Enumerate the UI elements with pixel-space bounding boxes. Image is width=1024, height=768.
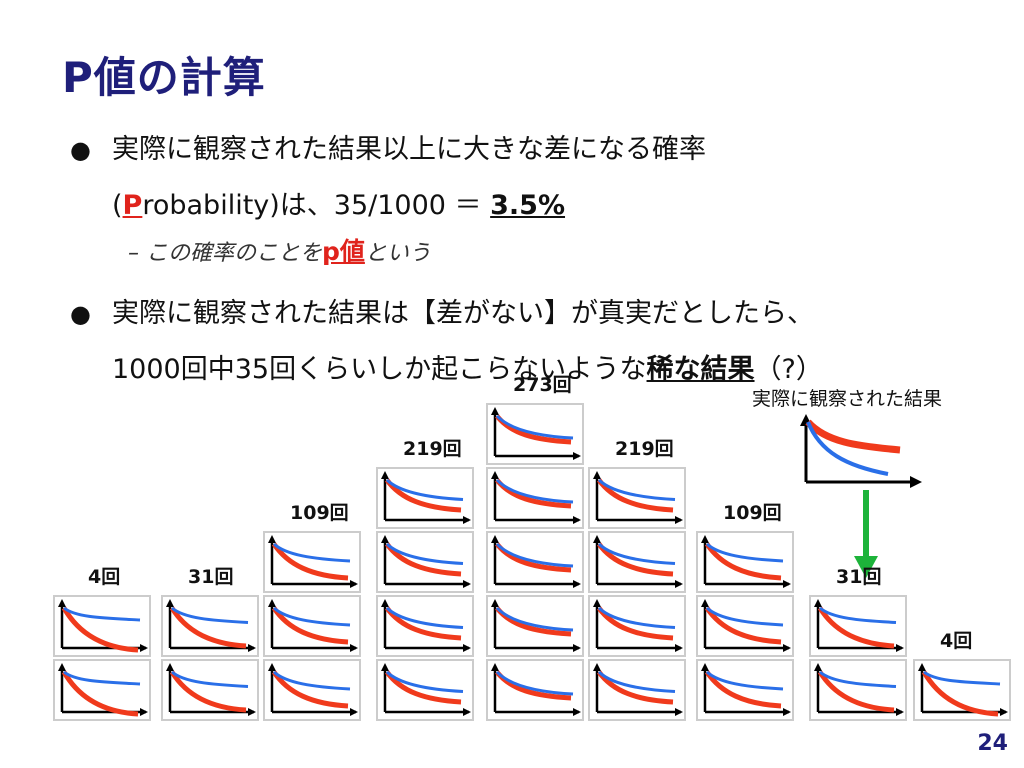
mini-plot <box>263 659 361 721</box>
observed-red-curve <box>805 419 901 454</box>
p-value-term: p値 <box>322 237 365 266</box>
mini-plot <box>588 595 686 657</box>
histogram-count-label: 109回 <box>723 502 782 524</box>
mini-plot <box>486 531 584 593</box>
mini-plot <box>376 659 474 721</box>
sub-pre: – この確率のことを <box>128 241 322 266</box>
histogram-count-label: 219回 <box>615 438 674 460</box>
mini-plot <box>263 531 361 593</box>
mini-plot <box>588 531 686 593</box>
slide-title: P値の計算 <box>62 53 266 102</box>
mini-plot <box>486 467 584 529</box>
observed-x-arrowhead <box>910 476 922 488</box>
rare-result: 稀な結果 <box>646 354 755 385</box>
b2-pre: 1000回中35回くらいしか起こらないような <box>112 354 647 385</box>
observed-result-plot <box>800 414 922 488</box>
bullet-dot: ● <box>70 136 91 164</box>
histogram-count-label: 31回 <box>836 566 882 588</box>
paren: ( <box>112 190 123 221</box>
mini-plot <box>53 595 151 657</box>
mini-plot <box>263 595 361 657</box>
bullet-1-line-1: 実際に観察された結果以上に大きな差になる確率 <box>112 134 706 165</box>
p-letter: P <box>122 190 143 221</box>
page-number: 24 <box>977 731 1008 756</box>
probability-text: robability)は、35/1000 ＝ <box>142 190 491 221</box>
sub-bullet: – この確率のことをp値という <box>128 232 431 268</box>
mini-plot <box>376 595 474 657</box>
mini-plot <box>809 659 907 721</box>
mini-plot <box>486 659 584 721</box>
histogram-count-label: 4回 <box>940 630 973 652</box>
mini-plot <box>913 659 1011 721</box>
bullet-2-line-1: 実際に観察された結果は【差がない】が真実だとしたら、 <box>112 298 814 329</box>
mini-plot <box>486 595 584 657</box>
histogram-count-label: 273回 <box>513 374 572 396</box>
sub-post: という <box>364 241 431 266</box>
observed-blue-curve <box>806 421 889 476</box>
histogram-count-label: 109回 <box>290 502 349 524</box>
bullet-2-line-2: 1000回中35回くらいしか起こらないような稀な結果（?） <box>112 342 823 398</box>
mini-plot <box>696 595 794 657</box>
histogram-count-label: 219回 <box>403 438 462 460</box>
mini-plot <box>486 403 584 465</box>
mini-plot <box>809 595 907 657</box>
mini-plot <box>376 467 474 529</box>
p-value-result: 3.5% <box>490 190 566 221</box>
mini-plot <box>588 467 686 529</box>
b2-post: （?） <box>754 354 823 385</box>
histogram-count-label: 4回 <box>88 566 121 588</box>
bullet-dot: ● <box>70 300 91 328</box>
mini-plot <box>53 659 151 721</box>
mini-plot <box>161 595 259 657</box>
mini-plot <box>161 659 259 721</box>
mini-plot <box>376 531 474 593</box>
bullet-1-line-2: (Probability)は、35/1000 ＝ 3.5% <box>112 178 565 234</box>
observed-result-label: 実際に観察された結果 <box>752 388 943 410</box>
mini-plot <box>588 659 686 721</box>
mini-plot <box>696 659 794 721</box>
histogram-count-label: 31回 <box>188 566 234 588</box>
down-arrow <box>854 490 878 578</box>
mini-plot <box>696 531 794 593</box>
